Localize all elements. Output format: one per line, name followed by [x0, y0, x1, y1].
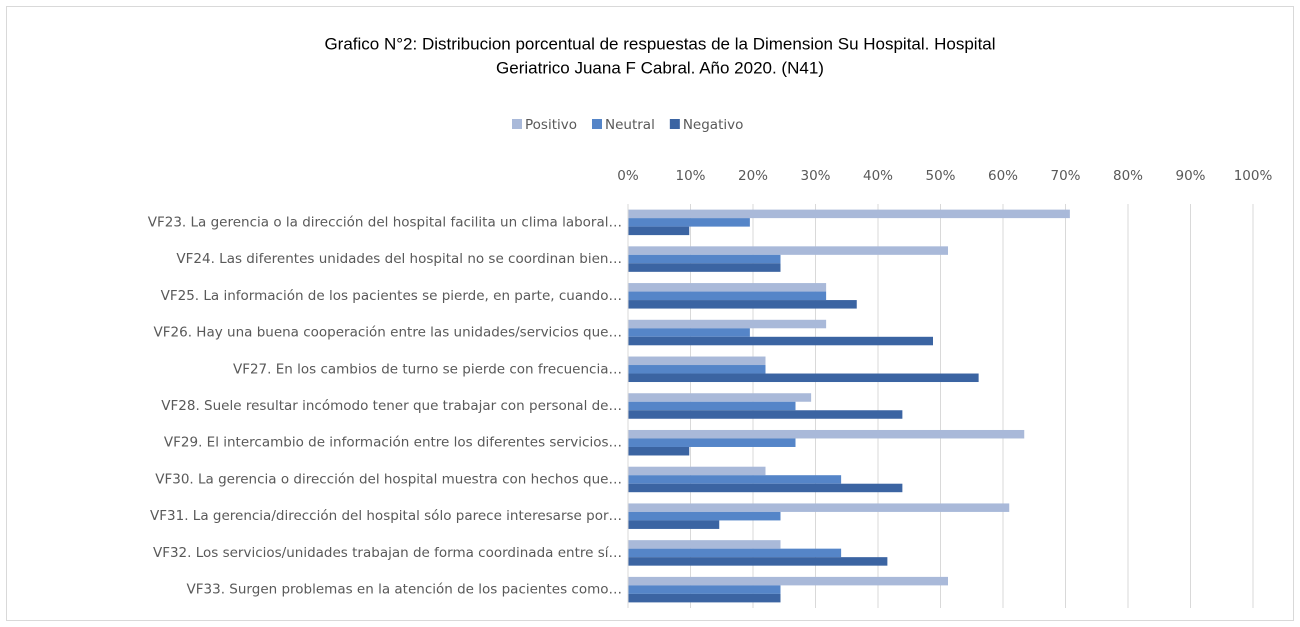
bar [628, 218, 750, 227]
legend-label: Positivo [525, 117, 577, 133]
bar [628, 254, 781, 264]
bar [628, 576, 948, 586]
legend-label: Negativo [683, 117, 744, 133]
x-tick-label: 20% [738, 168, 768, 184]
y-tick-label: VF31. La gerencia/dirección del hospital… [150, 508, 622, 524]
y-tick-label: VF32. Los servicios/unidades trabajan de… [153, 545, 622, 561]
bar [628, 511, 781, 521]
x-tick-label: 30% [800, 168, 830, 184]
bar [628, 209, 1070, 219]
bar [628, 585, 781, 594]
bar [628, 475, 842, 484]
legend-swatch [592, 119, 602, 129]
bar [628, 365, 766, 374]
bar [628, 291, 827, 301]
x-tick-label: 80% [1113, 168, 1143, 184]
bar [628, 438, 796, 447]
bar [628, 226, 690, 236]
bar [628, 593, 781, 603]
bar [628, 300, 857, 309]
bar [628, 328, 750, 337]
bar [628, 557, 888, 566]
bar [628, 401, 796, 411]
bar [628, 336, 933, 346]
bar [628, 520, 720, 529]
bar [628, 356, 766, 366]
chart-title: Geriatrico Juana F Cabral. Año 2020. (N4… [496, 58, 824, 77]
x-tick-label: 50% [925, 168, 955, 184]
bar [628, 466, 766, 476]
bar [628, 410, 903, 419]
x-tick-label: 10% [675, 168, 705, 184]
x-tick-label: 40% [863, 168, 893, 184]
bar [628, 483, 903, 493]
y-tick-label: VF28. Suele resultar incómodo tener que … [161, 398, 622, 414]
x-tick-label: 70% [1050, 168, 1080, 184]
legend-swatch [512, 119, 522, 129]
bar [628, 429, 1025, 439]
y-tick-label: VF24. Las diferentes unidades del hospit… [176, 251, 622, 267]
y-tick-label: VF26. Hay una buena cooperación entre la… [154, 325, 622, 341]
bar [628, 548, 842, 558]
bar [628, 446, 690, 456]
y-tick-label: VF30. La gerencia o dirección del hospit… [155, 471, 622, 487]
bar [628, 283, 827, 292]
y-tick-label: VF29. El intercambio de información entr… [164, 435, 622, 451]
legend-label: Neutral [605, 117, 655, 133]
bar [628, 319, 827, 329]
x-tick-label: 60% [988, 168, 1018, 184]
bar [628, 393, 812, 402]
bar [628, 246, 948, 255]
legend-swatch [669, 119, 680, 129]
y-tick-label: VF25. La información de los pacientes se… [161, 288, 622, 304]
bar [628, 540, 781, 549]
bar [628, 373, 979, 383]
x-tick-label: 90% [1175, 168, 1205, 184]
bar [628, 503, 1010, 512]
y-tick-label: VF27. En los cambios de turno se pierde … [233, 361, 622, 377]
y-tick-label: VF33. Surgen problemas en la atención de… [187, 582, 622, 598]
bar [628, 263, 781, 272]
x-tick-label: 0% [617, 168, 639, 184]
y-tick-label: VF23. La gerencia o la dirección del hos… [148, 214, 622, 230]
chart-title: Grafico N°2: Distribucion porcentual de … [324, 34, 995, 53]
x-tick-label: 100% [1234, 168, 1273, 184]
